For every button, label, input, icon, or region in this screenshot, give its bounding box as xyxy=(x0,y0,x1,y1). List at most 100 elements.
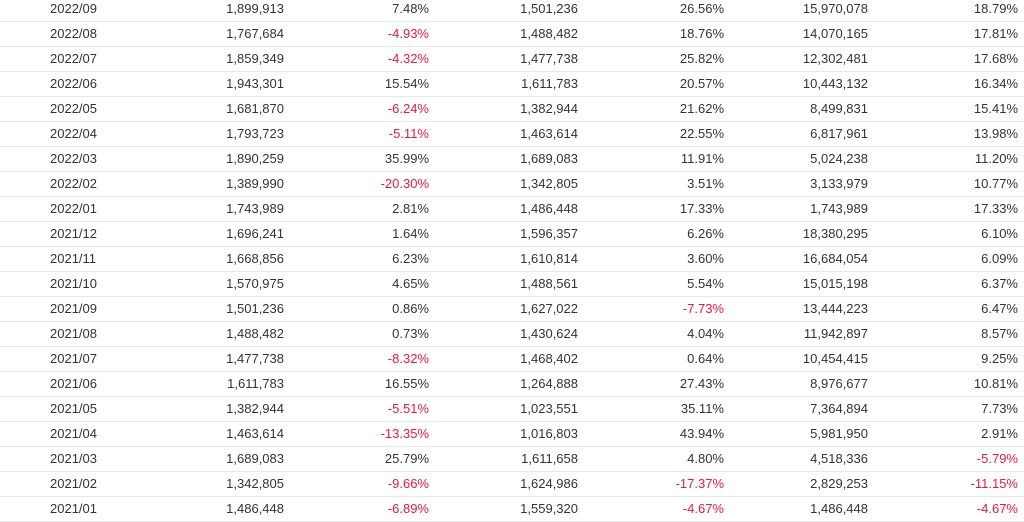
value-3-cell: 16,684,054 xyxy=(724,246,870,273)
change-3-cell: 10.81% xyxy=(870,371,1024,398)
change-2-cell: 3.60% xyxy=(578,246,724,273)
value-3-cell: 8,499,831 xyxy=(724,96,870,123)
change-2-cell: 21.62% xyxy=(578,96,724,123)
month-cell: 2021/12 xyxy=(0,221,150,248)
value-1-cell: 1,767,684 xyxy=(150,21,287,48)
value-3-cell: 5,981,950 xyxy=(724,421,870,448)
value-2-cell: 1,689,083 xyxy=(432,146,578,173)
change-1-cell: 1.64% xyxy=(287,221,432,248)
month-cell: 2022/06 xyxy=(0,71,150,98)
change-1-cell: 16.55% xyxy=(287,371,432,398)
change-3-cell: -5.79% xyxy=(870,446,1024,473)
change-1-cell: -4.32% xyxy=(287,46,432,73)
change-3-cell: 8.57% xyxy=(870,321,1024,348)
change-2-cell: 0.64% xyxy=(578,346,724,373)
value-1-cell: 1,859,349 xyxy=(150,46,287,73)
value-2-cell: 1,264,888 xyxy=(432,371,578,398)
change-1-cell: -13.35% xyxy=(287,421,432,448)
value-1-cell: 1,890,259 xyxy=(150,146,287,173)
value-3-cell: 3,133,979 xyxy=(724,171,870,198)
change-2-cell: 3.51% xyxy=(578,171,724,198)
value-1-cell: 1,477,738 xyxy=(150,346,287,373)
value-1-cell: 1,899,913 xyxy=(150,0,287,23)
value-2-cell: 1,596,357 xyxy=(432,221,578,248)
month-cell: 2022/03 xyxy=(0,146,150,173)
change-2-cell: 17.33% xyxy=(578,196,724,223)
value-3-cell: 11,942,897 xyxy=(724,321,870,348)
value-2-cell: 1,486,448 xyxy=(432,196,578,223)
table-row: 2021/03 1,689,083 25.79% 1,611,658 4.80% 4,51… xyxy=(0,446,1024,473)
value-2-cell: 1,559,320 xyxy=(432,496,578,522)
month-cell: 2022/02 xyxy=(0,171,150,198)
value-2-cell: 1,501,236 xyxy=(432,0,578,23)
change-3-cell: 15.41% xyxy=(870,96,1024,123)
table-row: 2022/03 1,890,259 35.99% 1,689,083 11.91% 5,0… xyxy=(0,146,1024,173)
change-3-cell: -4.67% xyxy=(870,496,1024,522)
change-3-cell: 17.68% xyxy=(870,46,1024,73)
table-row: 2021/11 1,668,856 6.23% 1,610,814 3.60% 16,68… xyxy=(0,246,1024,273)
value-3-cell: 18,380,295 xyxy=(724,221,870,248)
change-1-cell: -6.89% xyxy=(287,496,432,522)
value-1-cell: 1,611,783 xyxy=(150,371,287,398)
table-row: 2021/06 1,611,783 16.55% 1,264,888 27.43% 8,9… xyxy=(0,371,1024,398)
change-2-cell: 20.57% xyxy=(578,71,724,98)
change-1-cell: -9.66% xyxy=(287,471,432,498)
month-cell: 2022/07 xyxy=(0,46,150,73)
change-3-cell: -11.15% xyxy=(870,471,1024,498)
change-1-cell: 6.23% xyxy=(287,246,432,273)
month-cell: 2022/04 xyxy=(0,121,150,148)
table-row: 2021/09 1,501,236 0.86% 1,627,022 -7.73% 13,4… xyxy=(0,296,1024,323)
month-cell: 2021/11 xyxy=(0,246,150,273)
table-row: 2021/01 1,486,448 -6.89% 1,559,320 -4.67% 1,4… xyxy=(0,496,1024,522)
value-2-cell: 1,342,805 xyxy=(432,171,578,198)
table-row: 2022/02 1,389,990 -20.30% 1,342,805 3.51% 3,1… xyxy=(0,171,1024,198)
change-3-cell: 17.33% xyxy=(870,196,1024,223)
value-3-cell: 7,364,894 xyxy=(724,396,870,423)
change-3-cell: 10.77% xyxy=(870,171,1024,198)
value-1-cell: 1,943,301 xyxy=(150,71,287,98)
month-cell: 2022/08 xyxy=(0,21,150,48)
change-3-cell: 17.81% xyxy=(870,21,1024,48)
table-row: 2021/04 1,463,614 -13.35% 1,016,803 43.94% 5,… xyxy=(0,421,1024,448)
month-cell: 2021/02 xyxy=(0,471,150,498)
change-1-cell: 4.65% xyxy=(287,271,432,298)
change-2-cell: 4.04% xyxy=(578,321,724,348)
change-3-cell: 6.10% xyxy=(870,221,1024,248)
value-2-cell: 1,610,814 xyxy=(432,246,578,273)
change-1-cell: -4.93% xyxy=(287,21,432,48)
value-2-cell: 1,488,482 xyxy=(432,21,578,48)
value-3-cell: 10,443,132 xyxy=(724,71,870,98)
change-3-cell: 6.09% xyxy=(870,246,1024,273)
table-row: 2021/05 1,382,944 -5.51% 1,023,551 35.11% 7,3… xyxy=(0,396,1024,423)
change-1-cell: 25.79% xyxy=(287,446,432,473)
value-2-cell: 1,382,944 xyxy=(432,96,578,123)
table-row: 2021/10 1,570,975 4.65% 1,488,561 5.54% 15,01… xyxy=(0,271,1024,298)
table-row: 2022/04 1,793,723 -5.11% 1,463,614 22.55% 6,8… xyxy=(0,121,1024,148)
value-3-cell: 8,976,677 xyxy=(724,371,870,398)
month-cell: 2021/01 xyxy=(0,496,150,522)
change-1-cell: -8.32% xyxy=(287,346,432,373)
change-1-cell: 0.86% xyxy=(287,296,432,323)
change-3-cell: 16.34% xyxy=(870,71,1024,98)
value-2-cell: 1,611,658 xyxy=(432,446,578,473)
month-cell: 2022/09 xyxy=(0,0,150,23)
table-row: 2021/02 1,342,805 -9.66% 1,624,986 -17.37% 2,… xyxy=(0,471,1024,498)
change-2-cell: 22.55% xyxy=(578,121,724,148)
value-3-cell: 12,302,481 xyxy=(724,46,870,73)
value-1-cell: 1,389,990 xyxy=(150,171,287,198)
change-1-cell: -20.30% xyxy=(287,171,432,198)
value-1-cell: 1,486,448 xyxy=(150,496,287,522)
value-2-cell: 1,463,614 xyxy=(432,121,578,148)
change-3-cell: 6.37% xyxy=(870,271,1024,298)
value-1-cell: 1,743,989 xyxy=(150,196,287,223)
month-cell: 2021/03 xyxy=(0,446,150,473)
value-3-cell: 4,518,336 xyxy=(724,446,870,473)
value-3-cell: 10,454,415 xyxy=(724,346,870,373)
value-2-cell: 1,430,624 xyxy=(432,321,578,348)
table-row: 2021/07 1,477,738 -8.32% 1,468,402 0.64% 10,4… xyxy=(0,346,1024,373)
change-1-cell: -5.51% xyxy=(287,396,432,423)
change-1-cell: -6.24% xyxy=(287,96,432,123)
table-row: 2022/09 1,899,913 7.48% 1,501,236 26.56% 15,9… xyxy=(0,0,1024,23)
